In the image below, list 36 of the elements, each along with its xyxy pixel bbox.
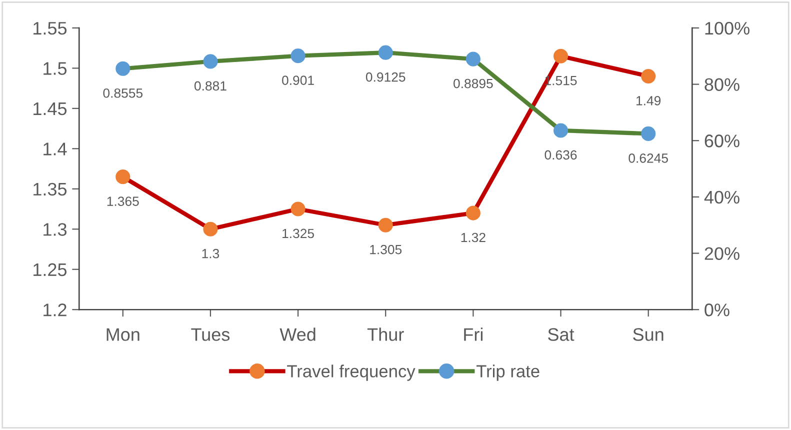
- x-tick-label: Tues: [191, 328, 230, 341]
- data-label: 0.881: [194, 81, 226, 91]
- y-tick-label: 1.25: [34, 263, 67, 276]
- x-tick-label: Mon: [106, 328, 140, 341]
- data-label: 1.3: [202, 248, 220, 258]
- data-label: 0.8555: [103, 88, 143, 98]
- data-label: 0.901: [282, 76, 314, 85]
- legend-label: Travel frequency: [287, 364, 416, 381]
- y2-tick-label: 20%: [704, 247, 740, 260]
- x-tick-label: Sun: [633, 328, 664, 341]
- x-tick-label: Wed: [280, 328, 316, 341]
- data-label: 0.636: [544, 150, 577, 160]
- x-tick-label: Sat: [548, 328, 574, 341]
- data-label: 0.6245: [628, 154, 668, 163]
- x-tick-label: Thur: [367, 328, 404, 341]
- data-label: 1.305: [370, 244, 402, 254]
- y2-tick-label: 60%: [704, 134, 740, 148]
- y-tick-label: 1.4: [44, 142, 67, 156]
- data-label: 1.365: [107, 196, 139, 206]
- y2-tick-label: 80%: [704, 78, 740, 91]
- data-label: 1.325: [282, 228, 314, 238]
- legend-label: Trip rate: [476, 364, 540, 381]
- y-tick-label: 1.35: [34, 182, 67, 196]
- y2-tick-label: 0%: [704, 304, 730, 316]
- y-tick-label: 1.3: [44, 223, 67, 236]
- y-tick-label: 1.55: [34, 22, 67, 35]
- data-label: 1.32: [461, 232, 486, 242]
- y-tick-label: 1.45: [34, 102, 67, 116]
- y-tick-label: 1.5: [44, 62, 67, 75]
- y-tick-label: 1.2: [44, 304, 66, 316]
- data-label: 0.9125: [366, 72, 406, 82]
- y2-tick-label: 40%: [704, 190, 740, 204]
- x-tick-label: Fri: [464, 328, 482, 341]
- data-label: 0.8895: [454, 78, 493, 88]
- y2-tick-label: 100%: [705, 22, 750, 35]
- data-label: 1.49: [636, 96, 661, 106]
